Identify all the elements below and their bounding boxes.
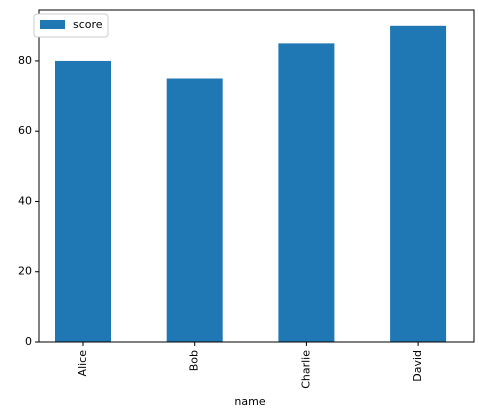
bar	[55, 60, 111, 342]
legend-label: score	[73, 18, 103, 31]
bar	[390, 25, 447, 343]
y-tick-label: 60	[18, 124, 32, 137]
y-tick-label: 40	[18, 194, 32, 207]
y-tick-label: 20	[18, 265, 32, 278]
x-tick-label: Charlie	[299, 350, 312, 389]
bar	[278, 43, 335, 342]
bar	[166, 78, 223, 342]
legend-box	[33, 13, 109, 38]
x-tick-label: Alice	[76, 350, 89, 377]
y-tick-label: 80	[18, 54, 32, 67]
x-axis-label: name	[234, 395, 265, 408]
x-tick-label: David	[411, 350, 424, 382]
legend-swatch	[40, 20, 65, 29]
x-tick-label: Bob	[188, 350, 201, 371]
plot-frame	[38, 9, 475, 343]
y-tick-label: 0	[25, 335, 32, 348]
